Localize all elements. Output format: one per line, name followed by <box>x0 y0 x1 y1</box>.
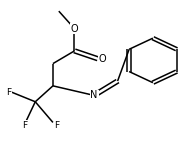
Text: O: O <box>99 54 106 64</box>
Text: F: F <box>6 88 11 97</box>
Text: O: O <box>71 24 78 34</box>
Text: N: N <box>90 90 98 100</box>
Text: F: F <box>22 121 27 130</box>
Text: F: F <box>54 121 59 130</box>
